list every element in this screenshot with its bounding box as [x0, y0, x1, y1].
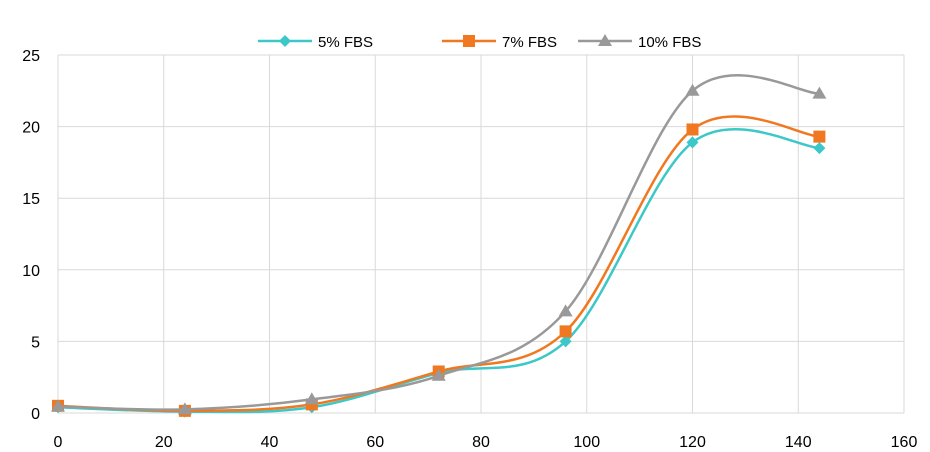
data-point — [559, 335, 572, 348]
data-point — [177, 402, 192, 415]
x-tick-label: 160 — [891, 434, 918, 451]
data-point — [686, 136, 699, 149]
x-axis-ticks: 0 20 40 60 80 100 120 140 160 — [54, 434, 918, 451]
legend-marker — [598, 34, 612, 46]
chart-series — [51, 74, 827, 418]
data-point — [559, 325, 572, 338]
x-tick-label: 120 — [679, 434, 706, 451]
y-tick-label: 10 — [22, 263, 40, 280]
data-point — [685, 83, 700, 96]
x-tick-label: 40 — [261, 434, 279, 451]
x-tick-label: 60 — [366, 434, 384, 451]
data-point — [431, 368, 446, 381]
data-point — [813, 130, 826, 143]
y-axis-ticks: 0 5 10 15 20 25 — [22, 48, 40, 423]
y-tick-label: 5 — [31, 334, 40, 351]
y-tick-label: 25 — [22, 48, 40, 65]
legend-item: 5% FBS — [258, 34, 373, 51]
data-point — [304, 392, 319, 405]
data-point — [51, 399, 65, 412]
chart-legend: 5% FBS 7% FBS 10% FBS — [258, 34, 701, 51]
chart-grid — [57, 54, 905, 414]
data-point — [813, 142, 826, 155]
series-line — [57, 74, 820, 411]
legend-item: 10% FBS — [578, 34, 701, 51]
x-tick-label: 100 — [573, 434, 600, 451]
y-tick-label: 0 — [31, 406, 40, 423]
data-point — [558, 304, 573, 317]
series-2 — [51, 74, 827, 415]
x-tick-label: 0 — [54, 434, 63, 451]
data-point — [812, 86, 827, 99]
legend-label: 5% FBS — [318, 34, 373, 51]
legend-item: 7% FBS — [442, 34, 557, 51]
data-point — [686, 123, 699, 136]
x-tick-label: 20 — [155, 434, 173, 451]
legend-marker — [279, 35, 291, 47]
y-tick-label: 15 — [22, 191, 40, 208]
legend-label: 10% FBS — [638, 34, 701, 51]
legend-label: 7% FBS — [502, 34, 557, 51]
legend-marker — [463, 35, 475, 47]
x-tick-label: 140 — [785, 434, 812, 451]
x-tick-label: 80 — [472, 434, 490, 451]
y-tick-label: 20 — [22, 120, 40, 137]
